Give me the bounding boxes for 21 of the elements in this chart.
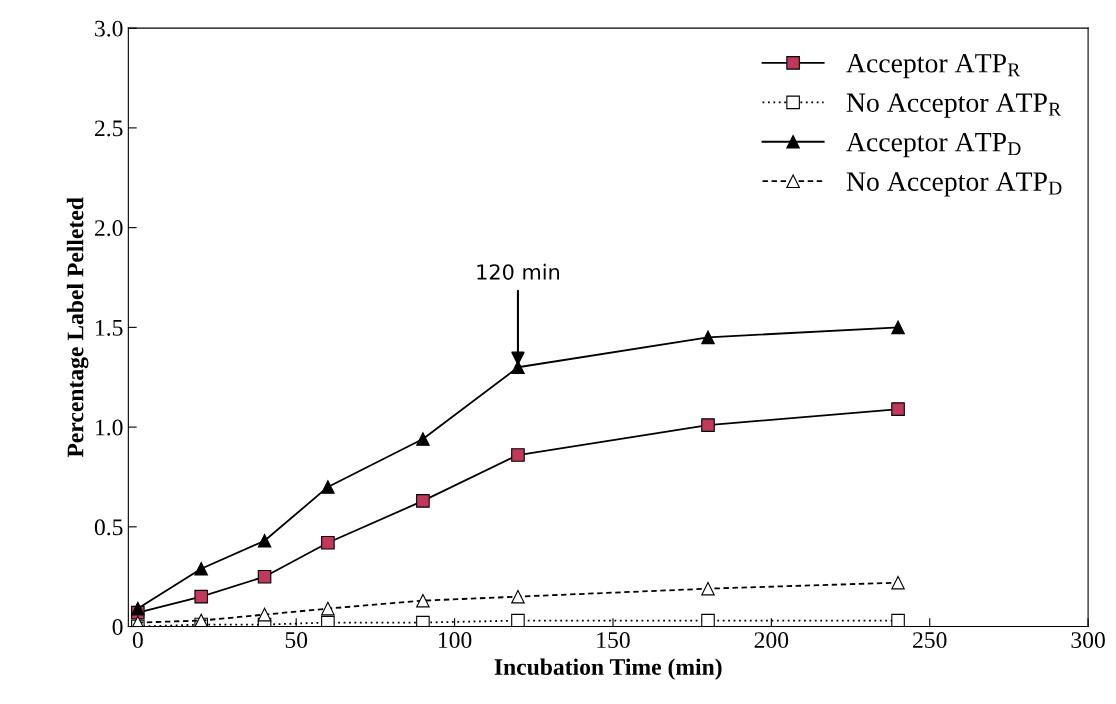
- y-tick-label: 3.0: [95, 20, 123, 37]
- y-tick-label: 1.5: [96, 319, 123, 336]
- y-tick-label: 1.0: [96, 419, 123, 436]
- x-tick-label: 100: [438, 632, 472, 649]
- legend-label: No Acceptor ATP$_{R}$: [846, 93, 1062, 118]
- x-tick-label: 50: [285, 632, 308, 649]
- x-tick-label: 250: [913, 632, 947, 649]
- legend-label: Acceptor ATP$_{D}$: [846, 132, 1021, 158]
- y-axis-title: Percentage Label Pelleted: [66, 197, 89, 458]
- x-tick-label: 150: [597, 632, 630, 649]
- y-tick-label: 2.5: [95, 120, 123, 137]
- x-tick-label: 0: [132, 632, 143, 649]
- x-axis-title: Incubation Time (min): [494, 658, 722, 680]
- legend-label: Acceptor ATP$_{R}$: [846, 53, 1021, 79]
- y-tick-label: 2.0: [95, 220, 123, 237]
- annotation: 120 min: [477, 263, 560, 280]
- y-tick-label: 0: [112, 619, 123, 635]
- y-tick-label: 0.5: [94, 519, 123, 536]
- legend-label: No Acceptor ATP$_{D}$: [846, 172, 1062, 197]
- x-tick-label: 200: [754, 632, 789, 649]
- x-tick-label: 300: [1071, 632, 1105, 649]
